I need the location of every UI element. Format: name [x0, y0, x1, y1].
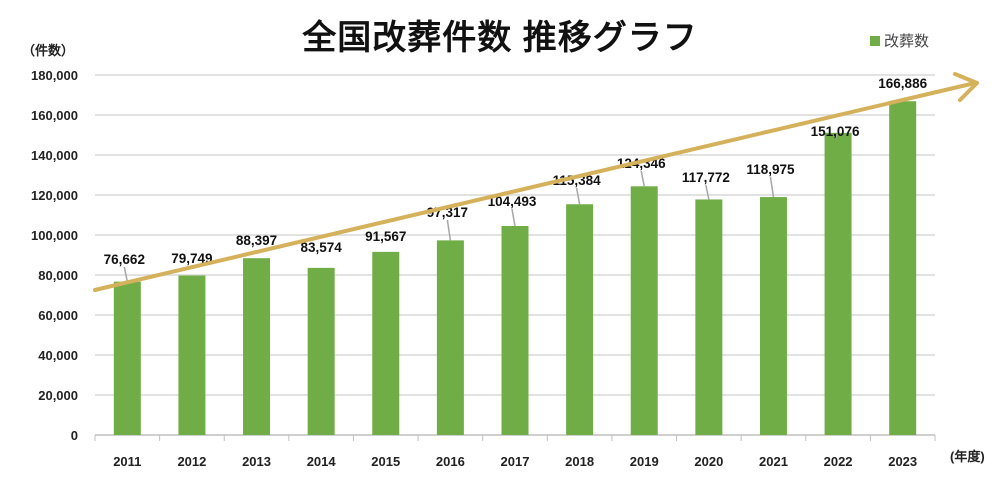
- leader-line: [575, 187, 581, 205]
- data-label: 118,975: [746, 162, 795, 177]
- bar: [566, 204, 594, 435]
- data-label: 88,397: [236, 233, 277, 248]
- leader-line: [640, 170, 645, 187]
- y-tick-label: 60,000: [38, 308, 78, 323]
- leader-line: [834, 132, 839, 140]
- data-label: 79,749: [171, 251, 212, 266]
- x-tick-label: 2011: [113, 454, 141, 469]
- leader-line: [769, 176, 775, 198]
- bar: [113, 281, 141, 435]
- x-tick-label: 2020: [694, 454, 723, 469]
- legend-swatch: [870, 35, 880, 46]
- bar: [178, 275, 206, 435]
- bar: [889, 101, 917, 435]
- x-axis-label: (年度): [950, 449, 985, 464]
- legend: 改葬数: [870, 30, 929, 51]
- data-label: 166,886: [878, 76, 927, 91]
- y-axis-label: （件数）: [22, 43, 75, 58]
- x-tick-label: 2017: [501, 454, 530, 469]
- y-tick-label: 20,000: [38, 388, 78, 403]
- y-tick-label: 0: [71, 428, 78, 443]
- y-tick-label: 80,000: [38, 268, 78, 283]
- x-tick-label: 2023: [888, 454, 917, 469]
- bar: [695, 199, 723, 435]
- x-tick-label: 2021: [759, 454, 788, 469]
- y-tick-label: 120,000: [31, 188, 78, 203]
- leader-line: [123, 266, 129, 282]
- data-label: 83,574: [301, 240, 343, 255]
- y-tick-label: 40,000: [38, 348, 78, 363]
- leader-line: [511, 208, 516, 227]
- x-tick-label: 2012: [177, 454, 206, 469]
- bar: [759, 197, 787, 435]
- chart-title: 全国改葬件数 推移グラフ: [302, 19, 698, 57]
- data-label: 91,567: [365, 229, 406, 244]
- y-tick-label: 180,000: [31, 68, 78, 83]
- y-tick-label: 100,000: [31, 228, 78, 243]
- bar: [372, 251, 400, 435]
- data-label: 117,772: [682, 170, 730, 185]
- x-tick-label: 2019: [630, 454, 659, 469]
- bar: [630, 186, 658, 435]
- data-label: 76,662: [104, 252, 145, 267]
- y-tick-label: 160,000: [31, 108, 78, 123]
- data-label: 115,384: [553, 173, 602, 188]
- x-tick-label: 2022: [824, 454, 853, 469]
- y-tick-label: 140,000: [31, 148, 78, 163]
- data-label: 104,493: [488, 194, 537, 209]
- x-tick-label: 2013: [242, 454, 271, 469]
- x-tick-label: 2016: [436, 454, 465, 469]
- data-label: 151,076: [811, 124, 860, 139]
- trend-arrow-head: [953, 72, 979, 102]
- bar: [436, 240, 464, 435]
- x-tick-label: 2015: [371, 454, 400, 469]
- bar: [501, 226, 529, 435]
- legend-label: 改葬数: [884, 33, 930, 50]
- bar: [307, 267, 335, 435]
- bar: [243, 258, 271, 435]
- x-tick-label: 2014: [307, 454, 337, 469]
- leader-line: [446, 219, 452, 241]
- leader-line: [705, 184, 710, 200]
- trend-arrow: [93, 81, 977, 292]
- x-tick-label: 2018: [565, 454, 594, 469]
- bar: [824, 132, 852, 435]
